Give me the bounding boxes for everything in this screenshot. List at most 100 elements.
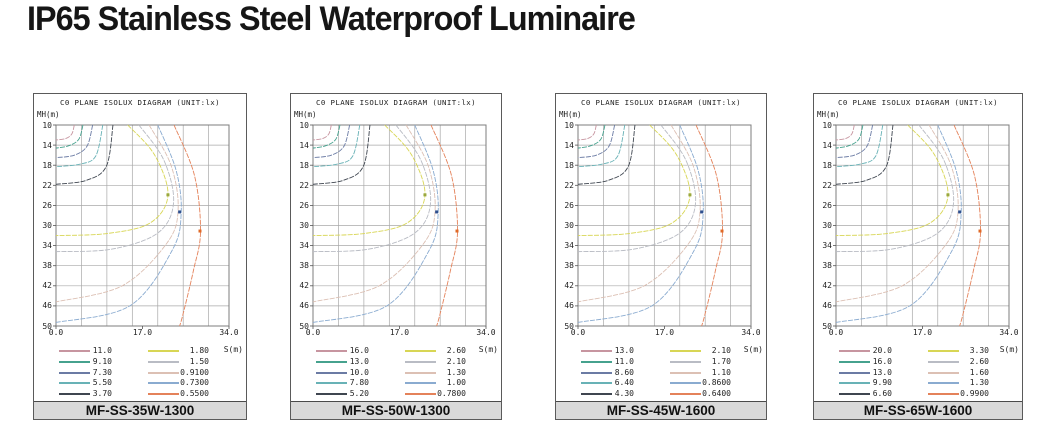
- legend-swatch: [839, 361, 870, 363]
- legend-value: 9.90: [872, 378, 892, 387]
- y-axis-label: MH(m): [559, 110, 582, 119]
- y-tick-label: 46: [299, 301, 309, 311]
- isolux-contour-line: [577, 124, 636, 185]
- isolux-contour-line: [577, 124, 626, 168]
- y-tick-label: 38: [822, 261, 832, 271]
- x-tick-label: 17.0: [389, 328, 410, 337]
- isolux-contour-line: [835, 124, 864, 149]
- legend-value: 3.70: [92, 389, 112, 398]
- x-axis-label: S(m): [743, 345, 763, 354]
- isolux-contour-line: [835, 124, 874, 159]
- legend-swatch: [839, 393, 870, 395]
- isolux-contour-line: [577, 124, 616, 159]
- legend-value: 5.50: [92, 378, 112, 387]
- legend-value: 1.50: [189, 357, 209, 366]
- legend-value: 13.0: [614, 346, 634, 355]
- legend-value: 5.20: [349, 389, 369, 398]
- isolux-contour-line: [577, 124, 704, 323]
- y-tick-label: 10: [299, 120, 309, 130]
- x-tick-label: 0.0: [570, 328, 586, 337]
- y-tick-label: 18: [564, 160, 574, 170]
- isolux-contour-line: [430, 124, 458, 327]
- x-axis-label: S(m): [478, 345, 498, 354]
- isolux-contour-line: [577, 124, 691, 236]
- legend-swatch: [581, 361, 612, 363]
- legend-swatch: [405, 382, 436, 384]
- y-tick-label: 30: [42, 221, 52, 230]
- contour-marker: [435, 210, 439, 214]
- legend-value: 1.10: [711, 368, 731, 377]
- legend-value: 1.80: [189, 346, 209, 355]
- y-tick-label: 22: [564, 180, 574, 190]
- legend-swatch: [316, 361, 347, 363]
- y-tick-label: 38: [564, 261, 574, 271]
- legend-value: 8.60: [614, 368, 634, 377]
- y-tick-label: 38: [42, 261, 52, 271]
- model-label: MF-SS-35W-1300: [34, 401, 246, 419]
- y-tick-label: 34: [822, 241, 832, 251]
- legend-swatch: [581, 382, 612, 384]
- legend-value: 6.60: [872, 389, 892, 398]
- legend-swatch: [148, 372, 179, 374]
- y-tick-label: 34: [564, 241, 574, 251]
- y-tick-label: 46: [564, 301, 574, 311]
- legend-value: 7.80: [349, 378, 369, 387]
- isolux-panel: C0 PLANE ISOLUX DIAGRAM (UNIT:lx) MH(m) …: [555, 93, 767, 420]
- x-tick-label: 17.0: [654, 328, 675, 337]
- y-tick-label: 26: [564, 200, 574, 210]
- x-tick-label: 34.0: [741, 328, 761, 337]
- contour-marker: [198, 229, 202, 233]
- legend-swatch: [316, 382, 347, 384]
- contour-marker: [423, 193, 427, 197]
- y-tick-label: 42: [42, 281, 52, 291]
- isolux-contour-line: [312, 124, 436, 303]
- y-tick-label: 46: [42, 301, 52, 311]
- isolux-contour-line: [577, 124, 597, 141]
- y-tick-label: 18: [822, 160, 832, 170]
- legend-swatch: [316, 393, 347, 395]
- isolux-contour-line: [835, 124, 884, 168]
- legend-value: 0.5500: [180, 389, 209, 398]
- y-tick-label: 26: [822, 200, 832, 210]
- y-tick-label: 10: [564, 120, 574, 130]
- legend-swatch: [928, 393, 959, 395]
- isolux-contour-line: [835, 124, 949, 236]
- legend-swatch: [405, 350, 436, 352]
- x-tick-label: 34.0: [999, 328, 1019, 337]
- legend-swatch: [581, 372, 612, 374]
- legend-swatch: [670, 372, 701, 374]
- legend-value: 2.60: [969, 357, 989, 366]
- isolux-plot: [575, 124, 752, 329]
- legend-value: 1.30: [969, 378, 989, 387]
- isolux-contour-line: [173, 124, 201, 327]
- contour-marker: [178, 210, 182, 214]
- isolux-panel: C0 PLANE ISOLUX DIAGRAM (UNIT:lx) MH(m) …: [813, 93, 1023, 420]
- y-tick-label: 26: [299, 200, 309, 210]
- y-tick-label: 50: [564, 321, 574, 331]
- isolux-contour-line: [312, 124, 341, 149]
- isolux-contour-line: [55, 124, 84, 149]
- y-tick-label: 14: [564, 140, 574, 150]
- y-tick-label: 34: [299, 241, 309, 251]
- y-tick-label: 50: [42, 321, 52, 331]
- legend-value: 0.7800: [437, 389, 466, 398]
- y-axis-label: MH(m): [817, 110, 840, 119]
- isolux-contour-line: [953, 124, 981, 327]
- legend-value: 1.00: [446, 378, 466, 387]
- contour-marker: [946, 193, 950, 197]
- isolux-contour-line: [312, 124, 439, 323]
- isolux-plot: [53, 124, 230, 329]
- legend-value: 3.30: [969, 346, 989, 355]
- isolux-panel: C0 PLANE ISOLUX DIAGRAM (UNIT:lx) MH(m) …: [290, 93, 502, 420]
- legend-value: 7.30: [92, 368, 112, 377]
- y-tick-label: 22: [42, 180, 52, 190]
- isolux-contour-line: [55, 124, 169, 236]
- legend-swatch: [59, 361, 90, 363]
- legend-value: 0.9900: [960, 389, 989, 398]
- y-axis-label: MH(m): [294, 110, 317, 119]
- legend-value: 16.0: [872, 357, 892, 366]
- isolux-contour-line: [55, 124, 75, 141]
- legend-swatch: [928, 361, 959, 363]
- isolux-contour-line: [55, 124, 182, 323]
- legend-swatch: [59, 350, 90, 352]
